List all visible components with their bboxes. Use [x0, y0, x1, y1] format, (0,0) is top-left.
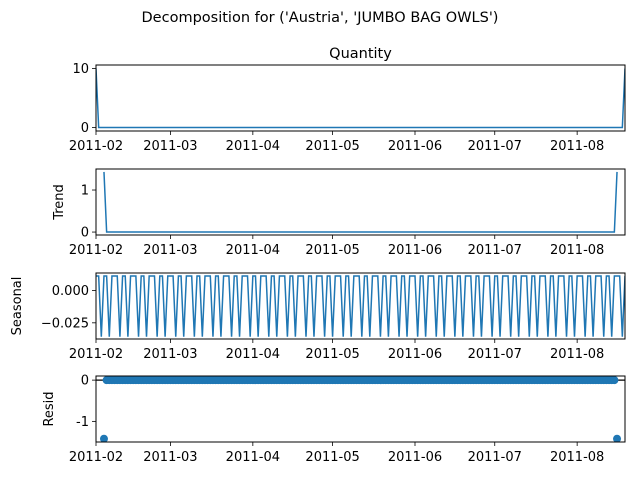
y-tick-label: 0.000: [52, 284, 89, 299]
plot-area: [96, 68, 625, 129]
panel-observed: 2011-02 2011-03 2011-04 2011-05 2011-06 2011-…: [69, 46, 626, 154]
axes-frame: [95, 375, 626, 443]
plot-area: [103, 171, 618, 233]
plot-area: [96, 275, 625, 337]
x-tick-label: 2011-05: [305, 347, 359, 362]
seasonal-line: [96, 275, 625, 337]
axes-frame: [95, 168, 626, 236]
y-tick-label: 10: [72, 62, 89, 77]
x-tick-label: 2011-02: [69, 450, 123, 465]
x-tick-label: 2011-02: [69, 139, 123, 154]
x-tick-label: 2011-07: [468, 139, 522, 154]
x-tick-label: 2011-02: [69, 347, 123, 362]
panel-trend: 2011-02 2011-03 2011-04 2011-05 2011-06 2011-…: [52, 168, 626, 258]
y-axis-label: Seasonal: [10, 277, 25, 336]
y-tick-label: 0: [81, 121, 89, 136]
x-tick-label: 2011-03: [143, 347, 197, 362]
y-tick-label: 0: [81, 374, 89, 389]
panel-resid: 2011-02 2011-03 2011-04 2011-05 2011-06 2011-…: [42, 374, 626, 465]
x-tick-label: 2011-04: [226, 139, 280, 154]
x-tick-label: 2011-08: [550, 243, 604, 258]
x-tick-label: 2011-06: [388, 450, 442, 465]
y-tick-label: −0.025: [41, 316, 89, 331]
resid-point: [610, 376, 619, 385]
x-tick-label: 2011-06: [388, 139, 442, 154]
plot-area: [96, 376, 625, 442]
axes-frame: [95, 64, 626, 132]
resid-point: [99, 434, 108, 442]
axes-frame: [95, 272, 626, 340]
y-tick-label: -1: [76, 415, 89, 430]
x-tick-label: 2011-08: [550, 347, 604, 362]
x-tick-label: 2011-07: [468, 450, 522, 465]
x-tick-label: 2011-05: [305, 243, 359, 258]
x-tick-label: 2011-06: [388, 347, 442, 362]
resid-point: [613, 434, 622, 442]
x-tick-label: 2011-03: [143, 139, 197, 154]
x-tick-label: 2011-05: [305, 139, 359, 154]
x-tick-label: 2011-07: [468, 243, 522, 258]
y-tick-label: 1: [81, 184, 89, 199]
figure-suptitle: Decomposition for ('Austria', 'JUMBO BAG…: [142, 10, 499, 26]
x-tick-label: 2011-04: [226, 450, 280, 465]
panel-seasonal: 2011-02 2011-03 2011-04 2011-05 2011-06 2011-…: [10, 272, 626, 362]
panel-title: Quantity: [329, 46, 392, 62]
x-tick-label: 2011-04: [226, 347, 280, 362]
x-tick-label: 2011-08: [550, 450, 604, 465]
y-tick-label: 0: [81, 226, 89, 241]
x-tick-label: 2011-05: [305, 450, 359, 465]
series-line: [96, 68, 625, 129]
x-tick-label: 2011-03: [143, 243, 197, 258]
x-tick-label: 2011-02: [69, 243, 123, 258]
x-tick-label: 2011-07: [468, 347, 522, 362]
series-line: [103, 171, 618, 233]
y-axis-label: Resid: [42, 391, 57, 426]
x-tick-label: 2011-03: [143, 450, 197, 465]
y-axis-label: Trend: [52, 184, 67, 221]
x-tick-label: 2011-04: [226, 243, 280, 258]
x-tick-label: 2011-06: [388, 243, 442, 258]
x-tick-label: 2011-08: [550, 139, 604, 154]
